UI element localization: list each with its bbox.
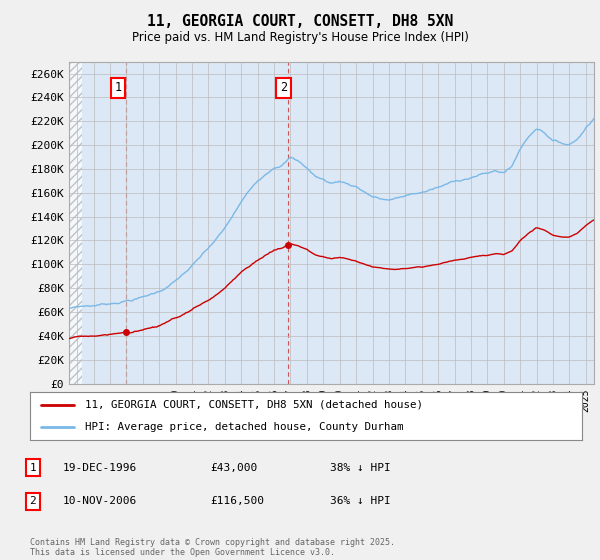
Polygon shape <box>69 62 82 384</box>
Text: 19-DEC-1996: 19-DEC-1996 <box>63 463 137 473</box>
Text: 36% ↓ HPI: 36% ↓ HPI <box>330 496 391 506</box>
Text: 1: 1 <box>114 81 121 94</box>
Text: 11, GEORGIA COURT, CONSETT, DH8 5XN (detached house): 11, GEORGIA COURT, CONSETT, DH8 5XN (det… <box>85 400 423 410</box>
Text: 11, GEORGIA COURT, CONSETT, DH8 5XN: 11, GEORGIA COURT, CONSETT, DH8 5XN <box>147 14 453 29</box>
Text: 2: 2 <box>280 81 287 94</box>
Text: 38% ↓ HPI: 38% ↓ HPI <box>330 463 391 473</box>
Text: Price paid vs. HM Land Registry's House Price Index (HPI): Price paid vs. HM Land Registry's House … <box>131 31 469 44</box>
Text: 10-NOV-2006: 10-NOV-2006 <box>63 496 137 506</box>
Text: 1: 1 <box>29 463 37 473</box>
Text: HPI: Average price, detached house, County Durham: HPI: Average price, detached house, Coun… <box>85 422 404 432</box>
Text: £116,500: £116,500 <box>210 496 264 506</box>
Text: Contains HM Land Registry data © Crown copyright and database right 2025.
This d: Contains HM Land Registry data © Crown c… <box>30 538 395 557</box>
Text: 2: 2 <box>29 496 37 506</box>
Text: £43,000: £43,000 <box>210 463 257 473</box>
